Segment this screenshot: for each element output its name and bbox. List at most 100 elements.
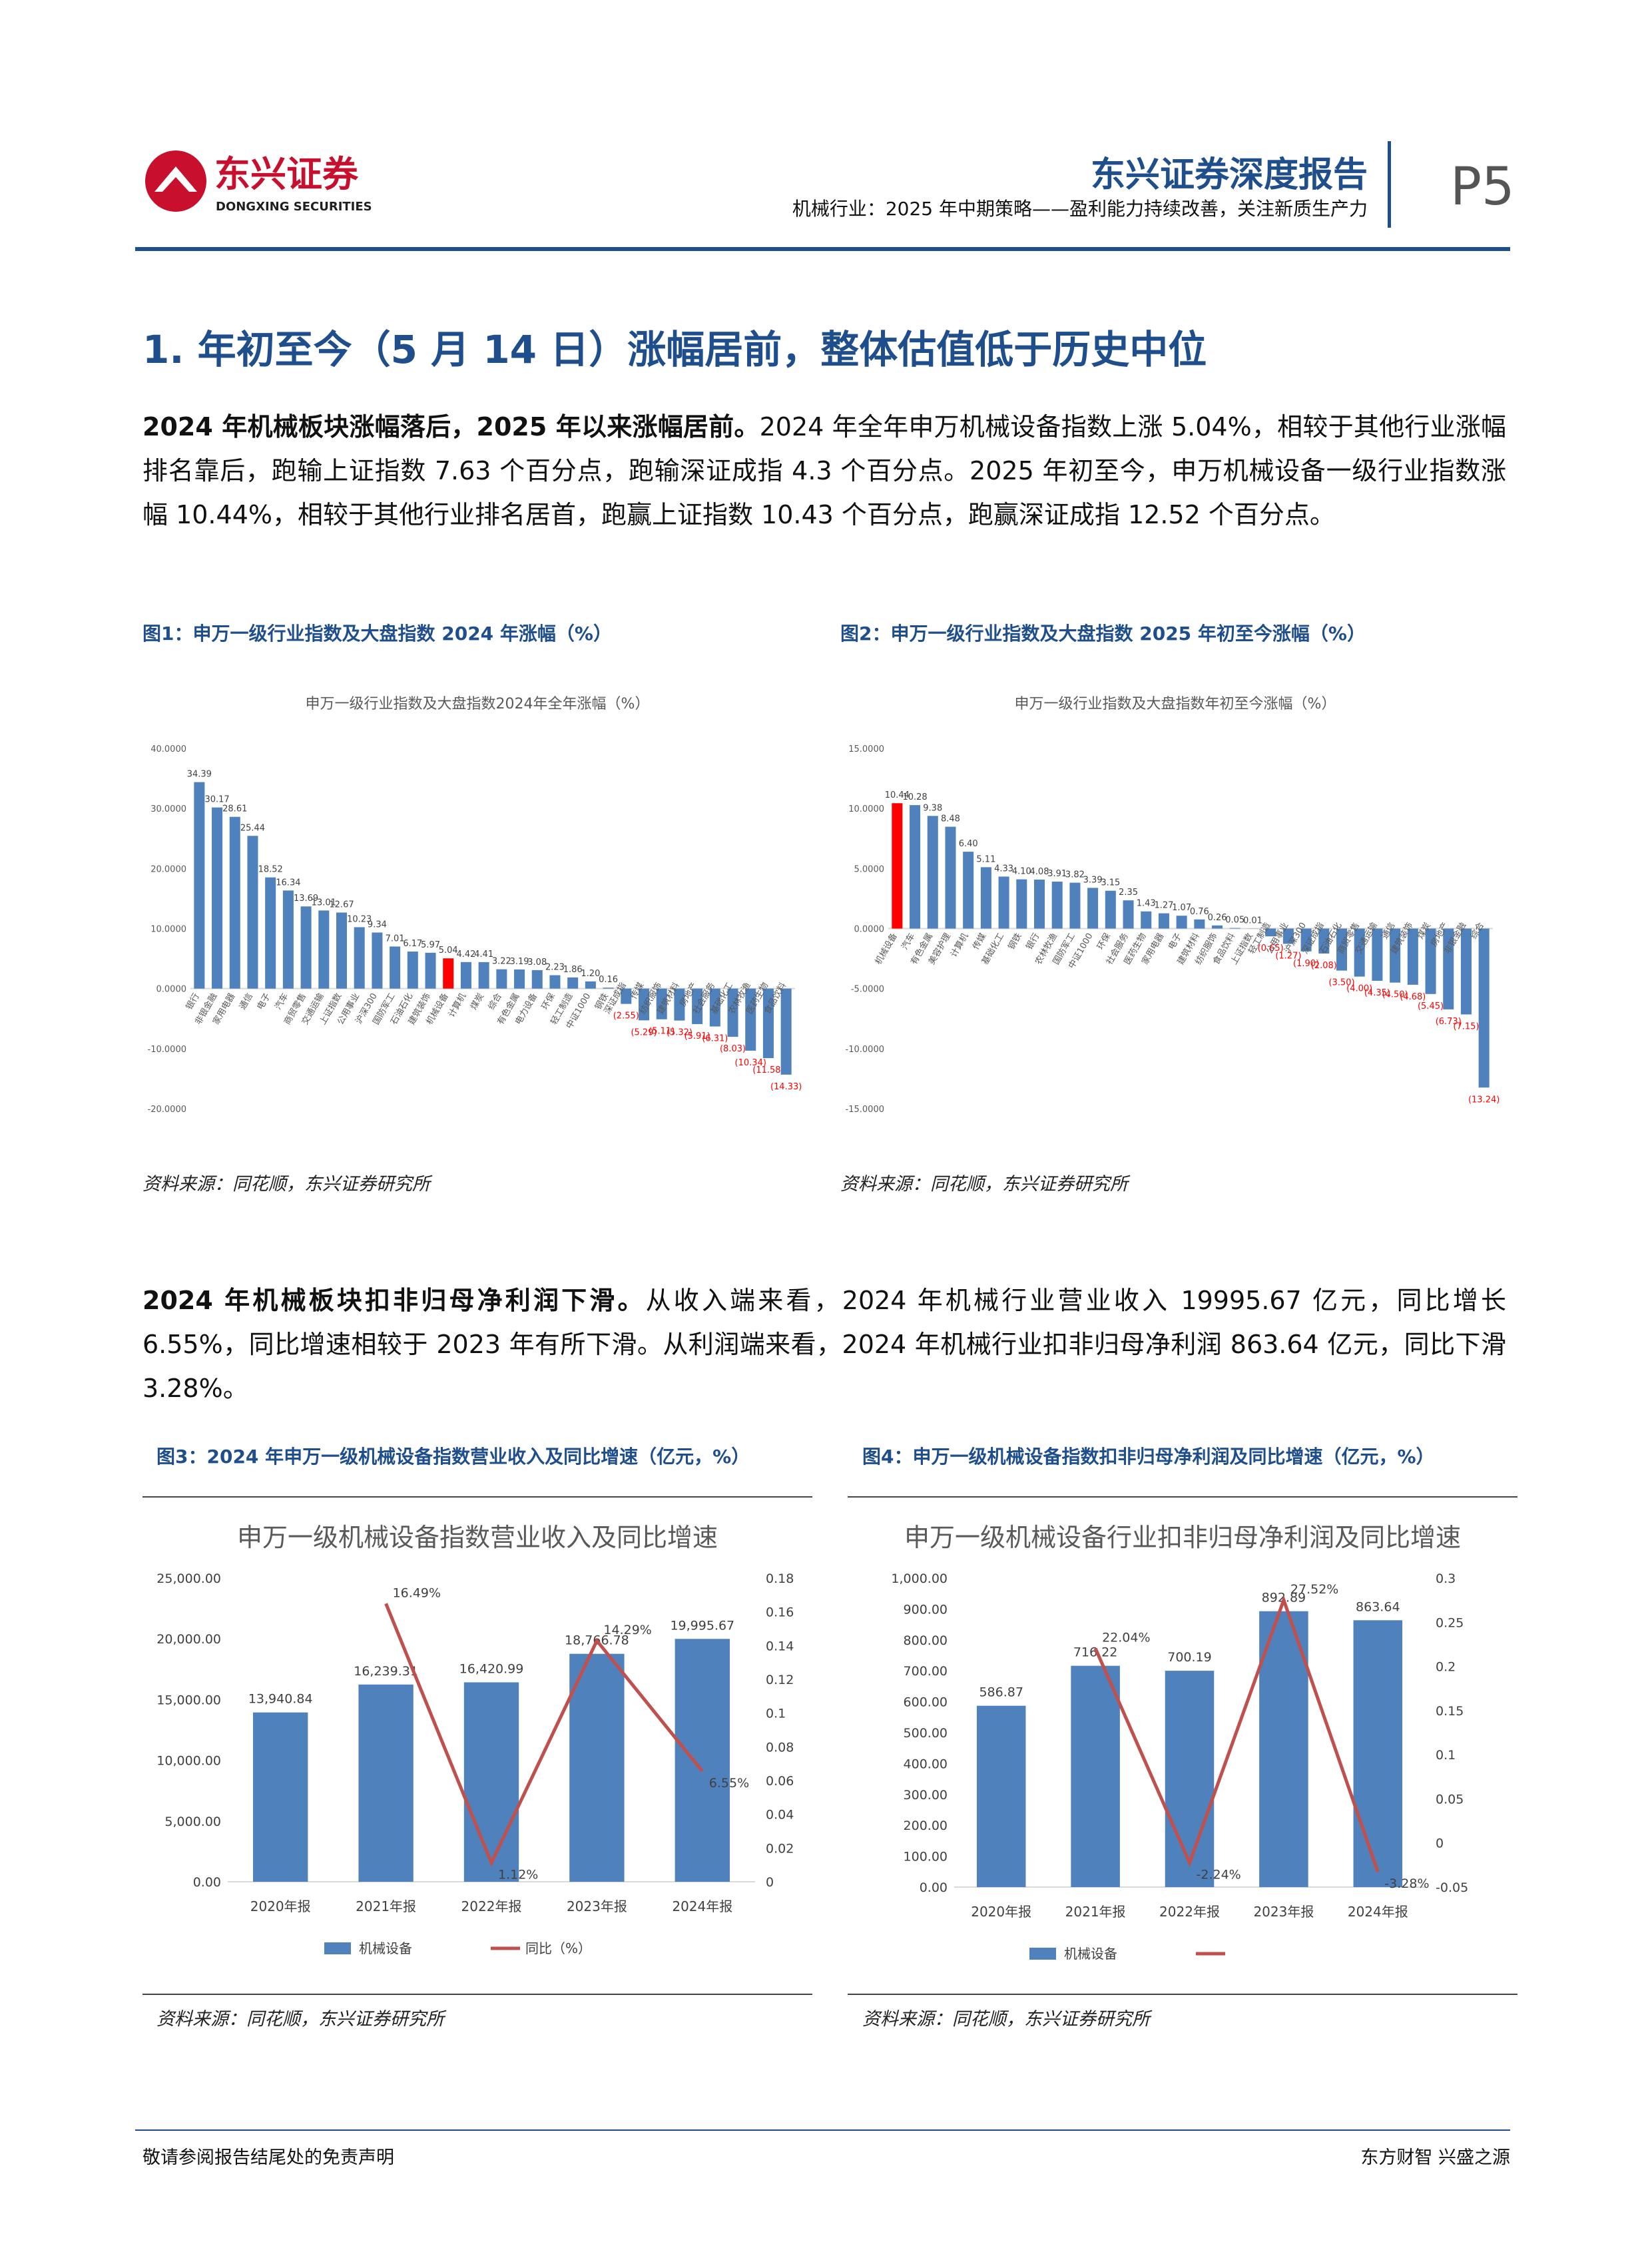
- data-label: 3.82: [1065, 870, 1085, 880]
- logo: 东兴证券 DONGXING SECURITIES: [145, 150, 372, 214]
- data-label: 25.44: [240, 823, 265, 833]
- data-label: 9.34: [368, 920, 387, 930]
- bar: [621, 988, 632, 1004]
- x-tick-label: 煤炭: [469, 991, 486, 1011]
- y2-tick-label: 0.06: [766, 1774, 794, 1789]
- section-heading: 1. 年初至今（5 月 14 日）涨幅居前，整体估值低于历史中位: [142, 327, 1207, 372]
- figure-rule: [848, 1994, 1517, 1995]
- bar: [212, 807, 223, 989]
- bar: [478, 962, 489, 989]
- data-label: 16.49%: [393, 1585, 441, 1600]
- bar: [194, 782, 205, 989]
- data-label: 19,995.67: [670, 1618, 734, 1633]
- data-label: 3.19: [510, 957, 529, 967]
- bar: [336, 912, 348, 989]
- data-label: 22.04%: [1102, 1631, 1150, 1645]
- data-label: 1.07: [1172, 903, 1191, 913]
- data-label: 10.44: [885, 790, 910, 800]
- bar: [358, 1684, 413, 1882]
- page-number: P5: [1450, 157, 1515, 217]
- bar: [1300, 928, 1312, 952]
- data-label: (5.91): [685, 1031, 710, 1041]
- data-label: 34.39: [187, 770, 212, 780]
- bar: [1016, 879, 1027, 929]
- x-tick-label: 银行: [1024, 932, 1041, 952]
- bar: [425, 952, 436, 989]
- bar: [1390, 928, 1401, 983]
- data-label: 1.20: [581, 969, 600, 979]
- data-label: (5.11): [649, 1027, 675, 1037]
- data-label: 4.42: [456, 950, 475, 960]
- x-tick-label: 2022年报: [461, 1898, 522, 1914]
- y-tick-label: 600.00: [904, 1695, 948, 1710]
- bar: [1194, 919, 1205, 929]
- data-label: 18.52: [258, 865, 283, 875]
- y-tick-label: 300.00: [904, 1788, 948, 1803]
- y2-tick-label: 0.1: [1436, 1748, 1456, 1763]
- data-label: 5.97: [421, 940, 440, 950]
- bar: [1051, 881, 1063, 929]
- paragraph-lead: 2024 年机械板块扣非归母净利润下滑。: [142, 1286, 646, 1315]
- data-label: (11.58): [752, 1065, 784, 1075]
- data-label: 0.05: [1225, 916, 1244, 926]
- chart-title: 申万一级行业指数及大盘指数年初至今涨幅（%）: [1015, 696, 1336, 712]
- data-label: 16.34: [276, 878, 300, 888]
- data-label: (4.50): [1382, 990, 1408, 1000]
- data-label: 13.01: [312, 898, 336, 908]
- y-tick-label: 0.00: [193, 1875, 221, 1890]
- bar: [638, 988, 650, 1021]
- bar: [549, 975, 561, 989]
- data-label: (6.73): [1436, 1017, 1462, 1027]
- x-tick-label: 2021年报: [356, 1898, 416, 1914]
- paragraph: 2024 年机械板块涨幅落后，2025 年以来涨幅居前。2024 年全年申万机械…: [142, 405, 1506, 537]
- data-label: 1.12%: [498, 1868, 538, 1882]
- x-tick-label: 环保: [540, 991, 557, 1011]
- data-label: 863.64: [1356, 1599, 1400, 1614]
- y-tick-label: 10,000.00: [156, 1754, 221, 1769]
- chart-title: 申万一级行业指数及大盘指数2024年全年涨幅（%）: [306, 696, 650, 712]
- y-tick-label: 20,000.00: [156, 1632, 221, 1647]
- y-tick-label: -15.0000: [846, 1105, 884, 1115]
- bar: [963, 852, 974, 929]
- y2-tick-label: -0.05: [1436, 1880, 1468, 1895]
- data-label: (5.45): [1418, 1001, 1444, 1011]
- bar: [1259, 1611, 1308, 1887]
- x-tick-label: 机械设备: [873, 932, 900, 967]
- data-label: 6.55%: [709, 1776, 749, 1791]
- bar: [1158, 913, 1169, 929]
- figure-caption: 图4：申万一级机械设备指数扣非归母净利润及同比增速（亿元，%）: [862, 1446, 1435, 1468]
- y2-tick-label: 0.2: [1436, 1660, 1456, 1675]
- y-tick-label: 700.00: [904, 1664, 948, 1679]
- x-tick-label: 2023年报: [567, 1898, 627, 1914]
- data-label: (4.00): [1346, 984, 1372, 994]
- legend-label: 机械设备: [1064, 1946, 1117, 1962]
- y-tick-label: 0.00: [920, 1880, 948, 1895]
- y2-tick-label: 0.08: [766, 1740, 794, 1755]
- y2-tick-label: 0.16: [766, 1605, 794, 1620]
- data-label: (10.34): [735, 1058, 766, 1068]
- data-label: 3.91: [1047, 869, 1067, 879]
- x-tick-label: 电子: [1167, 932, 1184, 952]
- data-label: 6.40: [959, 839, 978, 849]
- y-tick-label: 900.00: [904, 1602, 948, 1617]
- y-tick-label: 20.0000: [150, 864, 186, 874]
- y2-tick-label: 0.05: [1436, 1792, 1464, 1807]
- y-tick-label: 5.0000: [854, 864, 885, 874]
- paragraph-lead: 2024 年机械板块涨幅落后，2025 年以来涨幅居前。: [142, 412, 760, 441]
- bar: [976, 1705, 1026, 1887]
- x-tick-label: 2020年报: [250, 1898, 311, 1914]
- data-label: (13.24): [1468, 1095, 1500, 1105]
- bar: [1407, 928, 1418, 985]
- data-label: 13.69: [294, 894, 318, 904]
- bar: [585, 981, 596, 989]
- x-tick-label: 2024年报: [1348, 1904, 1408, 1920]
- bar: [1176, 916, 1187, 929]
- y-tick-label: 15,000.00: [156, 1693, 221, 1707]
- footer-left: 敬请参阅报告结尾处的免责声明: [142, 2147, 394, 2168]
- y-tick-label: -20.0000: [148, 1105, 186, 1115]
- data-label: 12.67: [329, 900, 354, 910]
- data-label: 10.23: [347, 914, 372, 924]
- data-label: 0.16: [599, 975, 618, 985]
- data-label: 7.01: [386, 934, 405, 944]
